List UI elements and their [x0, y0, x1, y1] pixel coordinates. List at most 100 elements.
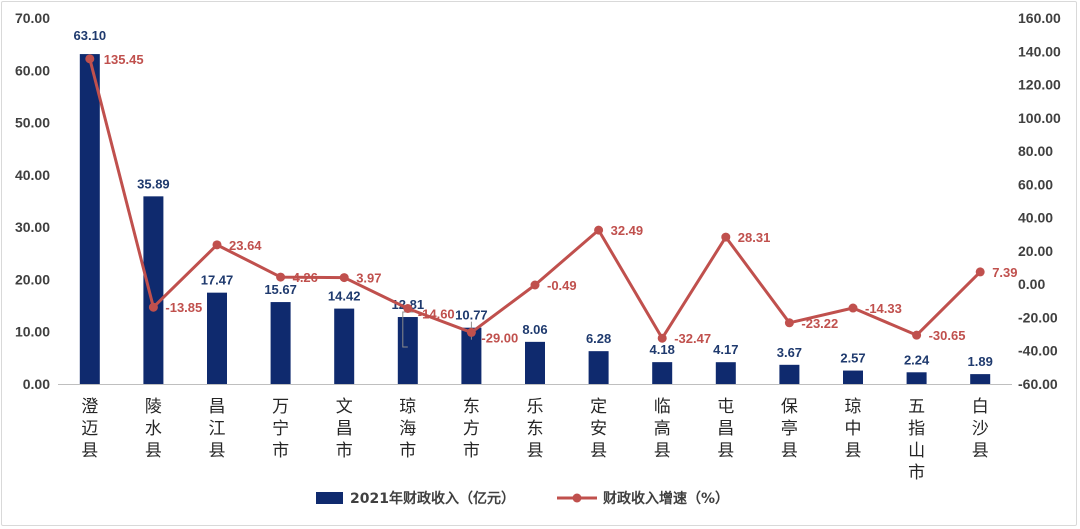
bar-value-label: 14.42: [328, 289, 361, 304]
x-category-char: 安: [590, 419, 607, 439]
y-left-tick-label: 0.00: [23, 376, 50, 392]
x-category-char: 乐: [527, 397, 544, 417]
bar: [461, 327, 482, 384]
bar: [588, 351, 609, 384]
growth-point: [85, 54, 95, 64]
x-category-char: 市: [336, 441, 353, 461]
bar: [143, 196, 164, 384]
bar: [79, 54, 100, 384]
x-category-char: 东: [463, 397, 480, 417]
line-value-label: 3.97: [356, 271, 381, 286]
x-category-char: 方: [463, 419, 480, 439]
y-left-tick-label: 60.00: [15, 62, 50, 78]
y-right-tick-label: 80.00: [1018, 143, 1053, 159]
legend-line-label: 财政收入增速（%）: [602, 490, 729, 507]
x-category-char: 亭: [781, 419, 798, 439]
bar: [525, 341, 545, 384]
x-category-char: 市: [399, 441, 416, 461]
y-right-tick-label: -40.00: [1018, 343, 1058, 359]
line-value-label: -23.22: [801, 316, 838, 331]
line-value-label: 23.64: [229, 238, 262, 253]
bar-value-label: 2.24: [904, 352, 930, 367]
bar: [779, 364, 800, 384]
growth-point: [148, 302, 158, 312]
y-right-tick-label: 20.00: [1018, 243, 1053, 259]
y-right-tick-label: 0.00: [1018, 276, 1045, 292]
growth-point: [530, 280, 540, 290]
x-category-char: 保: [781, 397, 798, 417]
x-category-char: 县: [209, 441, 226, 461]
growth-point: [339, 273, 349, 283]
y-left-tick-label: 10.00: [15, 324, 50, 340]
x-category-char: 昌: [209, 397, 226, 417]
growth-point: [784, 318, 794, 328]
line-value-label: -32.47: [674, 331, 711, 346]
growth-point: [403, 303, 413, 313]
growth-point: [466, 327, 476, 337]
y-right-tick-label: 140.00: [1018, 43, 1061, 59]
y-left-tick-label: 20.00: [15, 271, 50, 287]
bar-value-label: 4.18: [650, 342, 675, 357]
bar-value-label: 63.10: [74, 28, 107, 43]
growth-point: [721, 232, 731, 242]
y-left-tick-label: 30.00: [15, 219, 50, 235]
x-category-char: 昌: [717, 419, 734, 439]
x-category-char: 琼: [399, 397, 416, 417]
x-category-char: 东: [527, 419, 544, 439]
x-category-char: 沙: [972, 419, 989, 439]
line-value-label: -30.65: [929, 328, 966, 343]
x-category-char: 县: [972, 441, 989, 461]
bar-value-label: 2.57: [840, 351, 865, 366]
line-value-label: -14.33: [865, 301, 902, 316]
bar-value-label: 6.28: [586, 331, 611, 346]
bar: [906, 372, 927, 384]
bar-value-label: 1.89: [968, 354, 993, 369]
line-value-label: -0.49: [547, 278, 577, 293]
x-category-char: 五: [908, 397, 925, 417]
line-value-label: 28.31: [738, 230, 771, 245]
growth-point: [212, 240, 222, 250]
x-category-char: 琼: [845, 397, 862, 417]
growth-point: [912, 330, 922, 340]
y-right-tick-label: 40.00: [1018, 210, 1053, 226]
bar: [334, 308, 355, 384]
bar: [207, 292, 227, 384]
x-category-char: 县: [845, 441, 862, 461]
bar-value-label: 17.47: [201, 273, 234, 288]
line-value-label: 4.26: [293, 270, 318, 285]
bar: [270, 302, 291, 384]
growth-point: [975, 267, 985, 277]
x-category-char: 万: [272, 397, 289, 417]
x-category-char: 市: [272, 441, 289, 461]
x-category-char: 中: [845, 419, 862, 439]
x-category-char: 昌: [336, 419, 353, 439]
bar: [397, 317, 418, 384]
x-category-char: 县: [527, 441, 544, 461]
x-category-char: 白: [972, 397, 989, 417]
growth-point: [657, 333, 667, 343]
y-right-tick-label: 100.00: [1018, 110, 1061, 126]
x-category-char: 陵: [145, 397, 162, 417]
x-category-char: 文: [336, 397, 353, 417]
x-category-char: 市: [463, 441, 480, 461]
x-category-char: 水: [145, 419, 162, 439]
x-category-char: 澄: [81, 397, 98, 417]
x-category-char: 定: [590, 397, 607, 417]
x-category-char: 宁: [272, 419, 289, 439]
bar-value-label: 8.06: [522, 322, 547, 337]
line-value-label: -13.85: [165, 300, 202, 315]
x-category-char: 指: [908, 419, 925, 439]
y-right-tick-label: 120.00: [1018, 77, 1061, 93]
y-right-tick-label: 160.00: [1018, 10, 1061, 26]
x-category-char: 县: [781, 441, 798, 461]
y-right-tick-label: 60.00: [1018, 176, 1053, 192]
x-category-char: 高: [654, 419, 671, 439]
y-right-tick-label: -20.00: [1018, 309, 1058, 325]
line-value-label: -29.00: [481, 330, 518, 345]
x-category-char: 县: [654, 441, 671, 461]
y-right-tick-label: -60.00: [1018, 376, 1058, 392]
growth-point: [594, 225, 604, 235]
x-category-char: 市: [908, 463, 925, 483]
